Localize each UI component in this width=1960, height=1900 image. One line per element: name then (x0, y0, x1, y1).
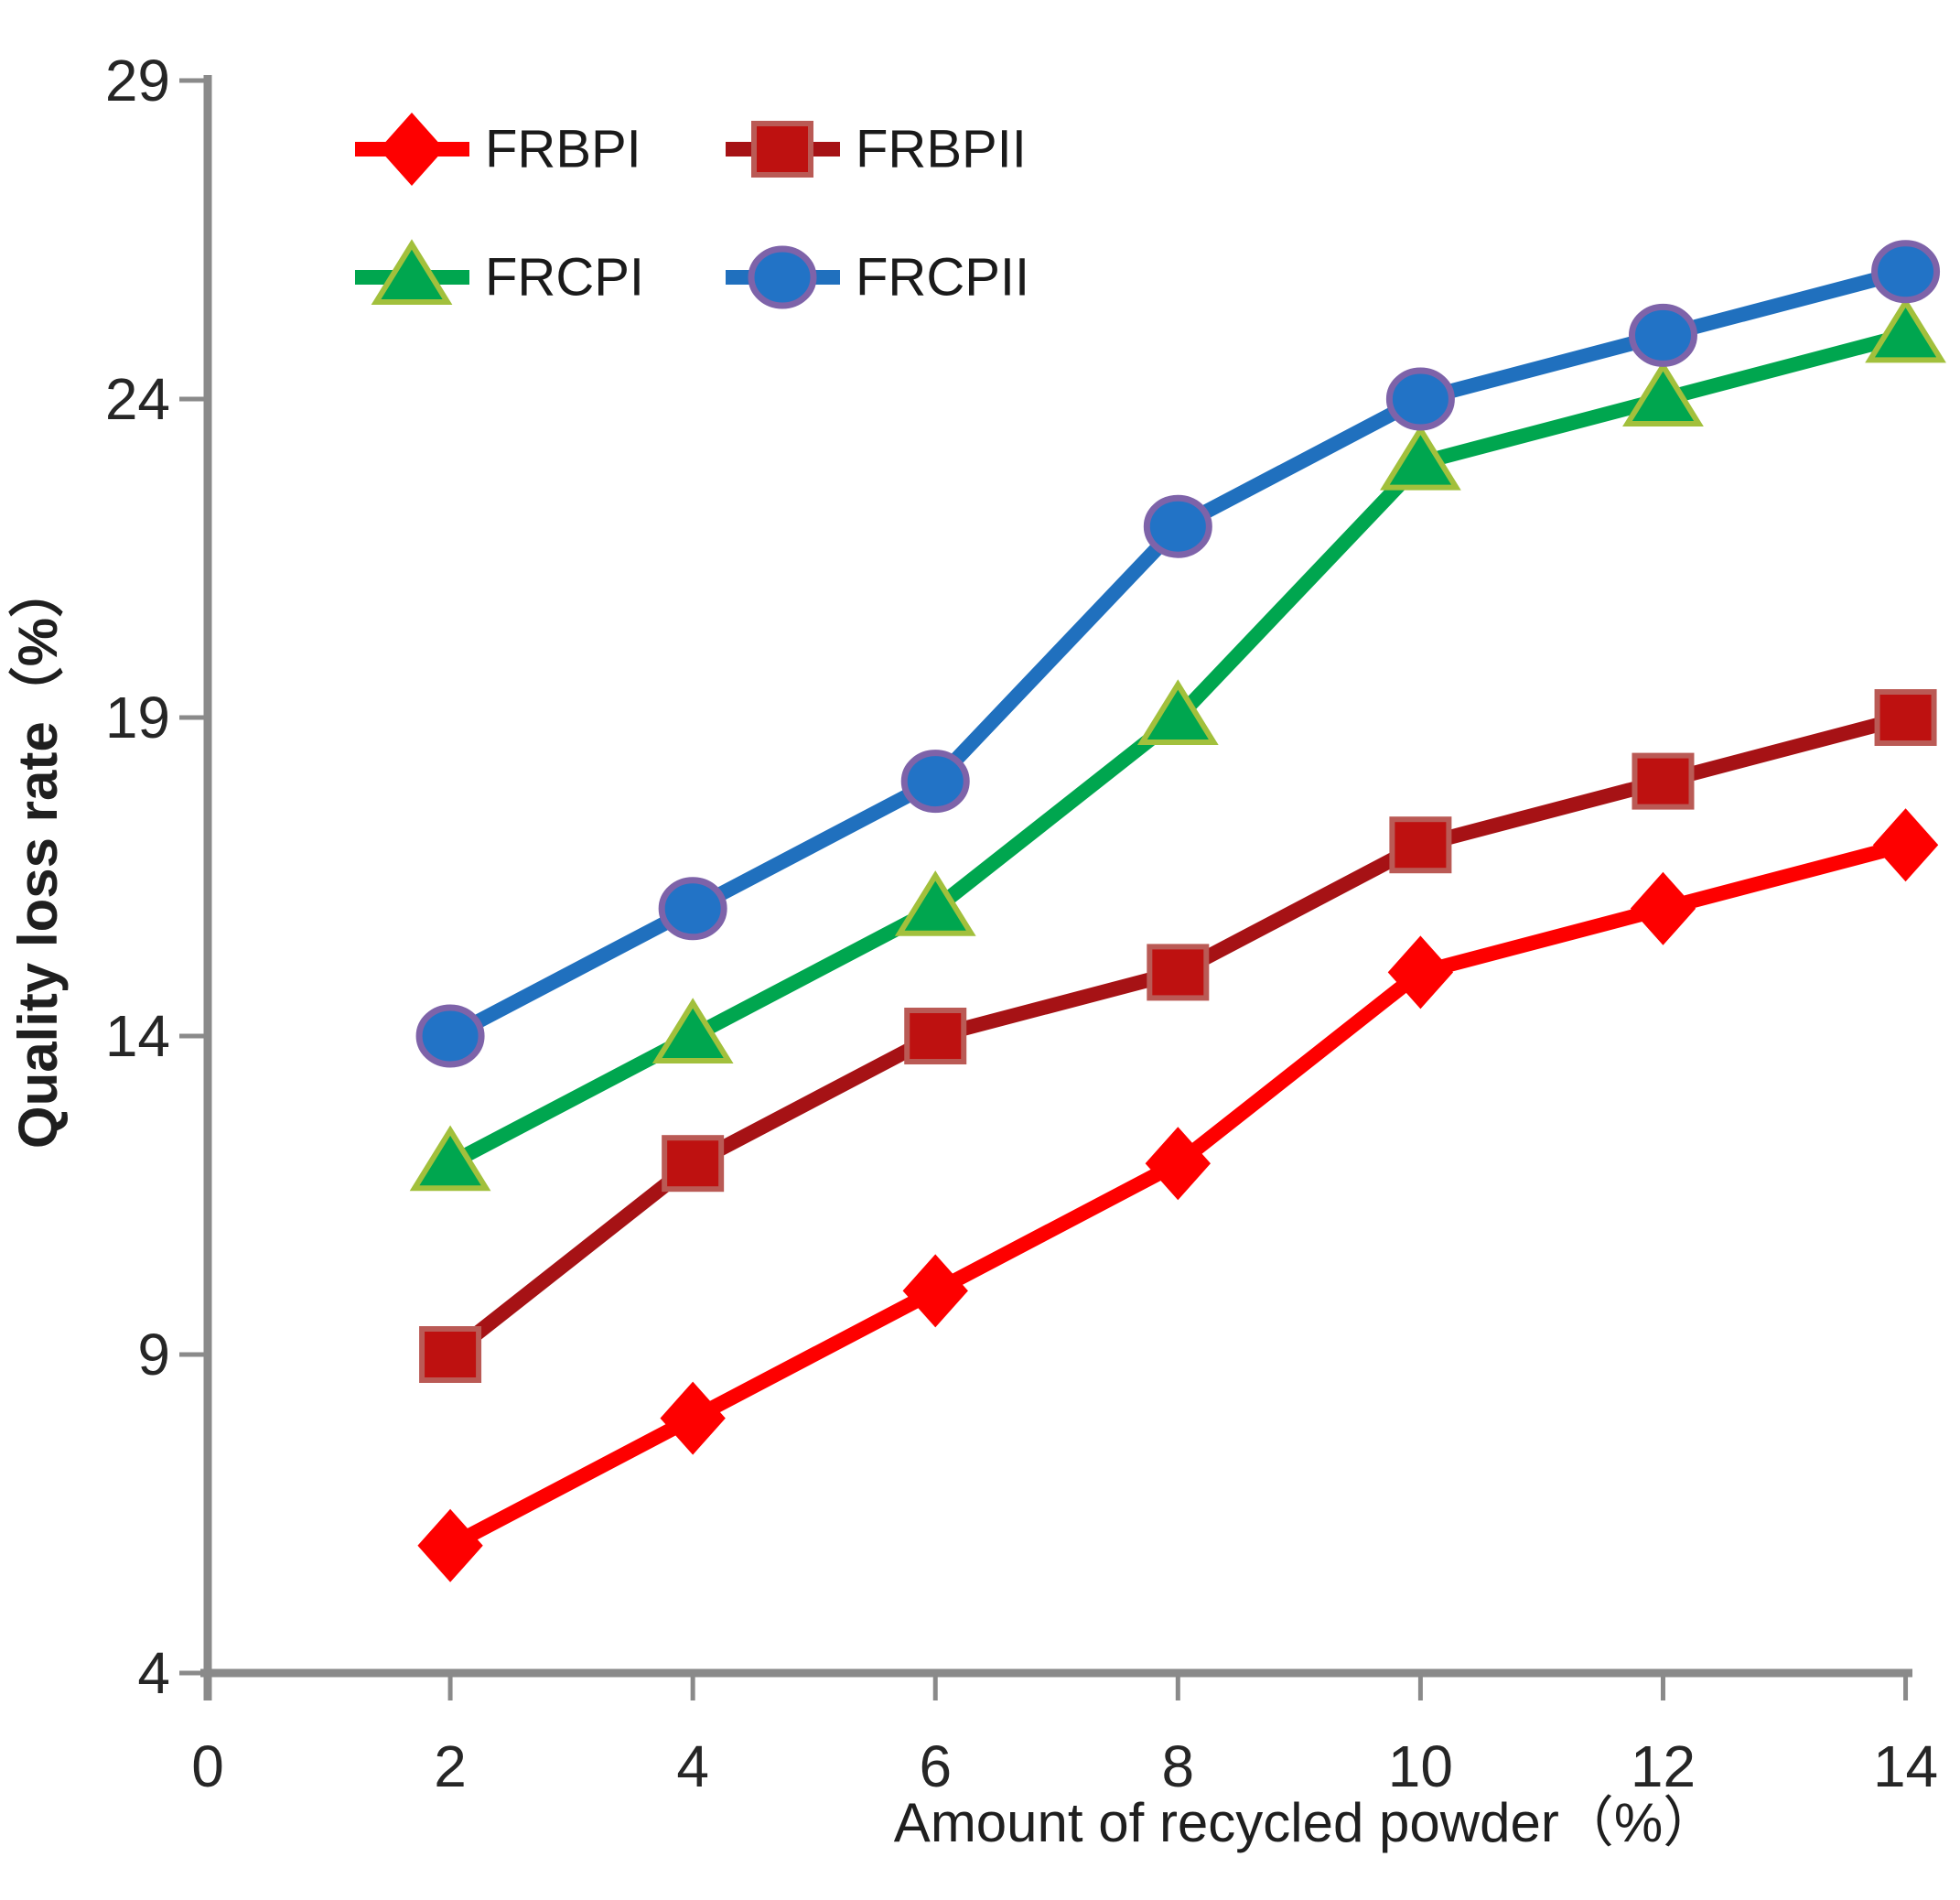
circle-marker (415, 1004, 485, 1068)
circle-marker (900, 750, 970, 814)
series-FRBPII (419, 689, 1937, 1383)
legend-item-FRCPII: FRCPII (726, 245, 1029, 309)
x-tick-label: 4 (676, 1733, 709, 1799)
legend-square-icon (751, 121, 813, 178)
legend-label-FRCPI: FRCPI (485, 248, 644, 308)
legend-circle-icon (748, 245, 817, 309)
square-marker (419, 1326, 482, 1383)
circle-marker (1628, 303, 1697, 367)
y-tick-label: 4 (137, 1640, 170, 1706)
circle-marker (1871, 240, 1941, 304)
triangle-marker (1622, 361, 1704, 426)
y-tick-label: 29 (105, 48, 170, 113)
diamond-marker (1872, 808, 1939, 882)
x-tick-label: 12 (1631, 1733, 1696, 1799)
legend-label-FRBPI: FRBPI (485, 120, 641, 179)
legend-item-FRBPI: FRBPI (355, 112, 641, 187)
x-axis-title: Amount of recycled powder（%） (894, 1792, 1718, 1853)
y-tick-label: 14 (105, 1003, 170, 1069)
triangle-marker (1865, 297, 1946, 363)
x-tick-label: 10 (1388, 1733, 1453, 1799)
series-FRBPI (417, 808, 1939, 1582)
diamond-marker (1387, 935, 1454, 1009)
y-tick-label: 9 (137, 1322, 170, 1387)
diamond-marker (660, 1381, 726, 1455)
diamond-marker (417, 1508, 483, 1582)
square-marker (1147, 944, 1210, 1001)
square-marker (904, 1008, 967, 1064)
triangle-marker (1136, 679, 1219, 745)
y-tick-label: 24 (105, 366, 170, 432)
x-tick-label: 0 (191, 1733, 224, 1799)
series-FRCPII (415, 240, 1941, 1068)
legend-diamond-icon (379, 112, 445, 187)
diamond-marker (902, 1254, 968, 1328)
square-marker (1874, 689, 1937, 746)
triangle-marker (409, 1125, 491, 1192)
diamond-marker (1630, 871, 1696, 945)
legend-item-FRCPI: FRCPI (355, 239, 644, 308)
x-tick-label: 6 (919, 1733, 952, 1799)
legend-item-FRBPII: FRBPII (726, 120, 1027, 179)
y-axis-title: Quality loss rate（%） (7, 563, 69, 1149)
square-marker (1632, 752, 1695, 810)
series-line-FRBPII (446, 710, 1908, 1361)
x-tick-label: 2 (434, 1733, 467, 1799)
legend-label-FRBPII: FRBPII (856, 120, 1027, 179)
triangle-marker (652, 998, 734, 1063)
legend-label-FRCPII: FRCPII (856, 248, 1029, 308)
legend-triangle-icon (371, 239, 453, 305)
square-marker (662, 1135, 725, 1193)
x-tick-label: 14 (1873, 1733, 1938, 1799)
circle-marker (658, 877, 727, 941)
circle-marker (1143, 494, 1212, 558)
y-tick-label: 19 (105, 685, 170, 750)
square-marker (1389, 816, 1452, 874)
triangle-marker (894, 870, 976, 936)
circle-marker (1385, 367, 1455, 431)
triangle-marker (1380, 424, 1461, 491)
diamond-marker (1145, 1127, 1211, 1201)
x-tick-label: 8 (1162, 1733, 1195, 1799)
series-FRCPI (409, 297, 1946, 1192)
